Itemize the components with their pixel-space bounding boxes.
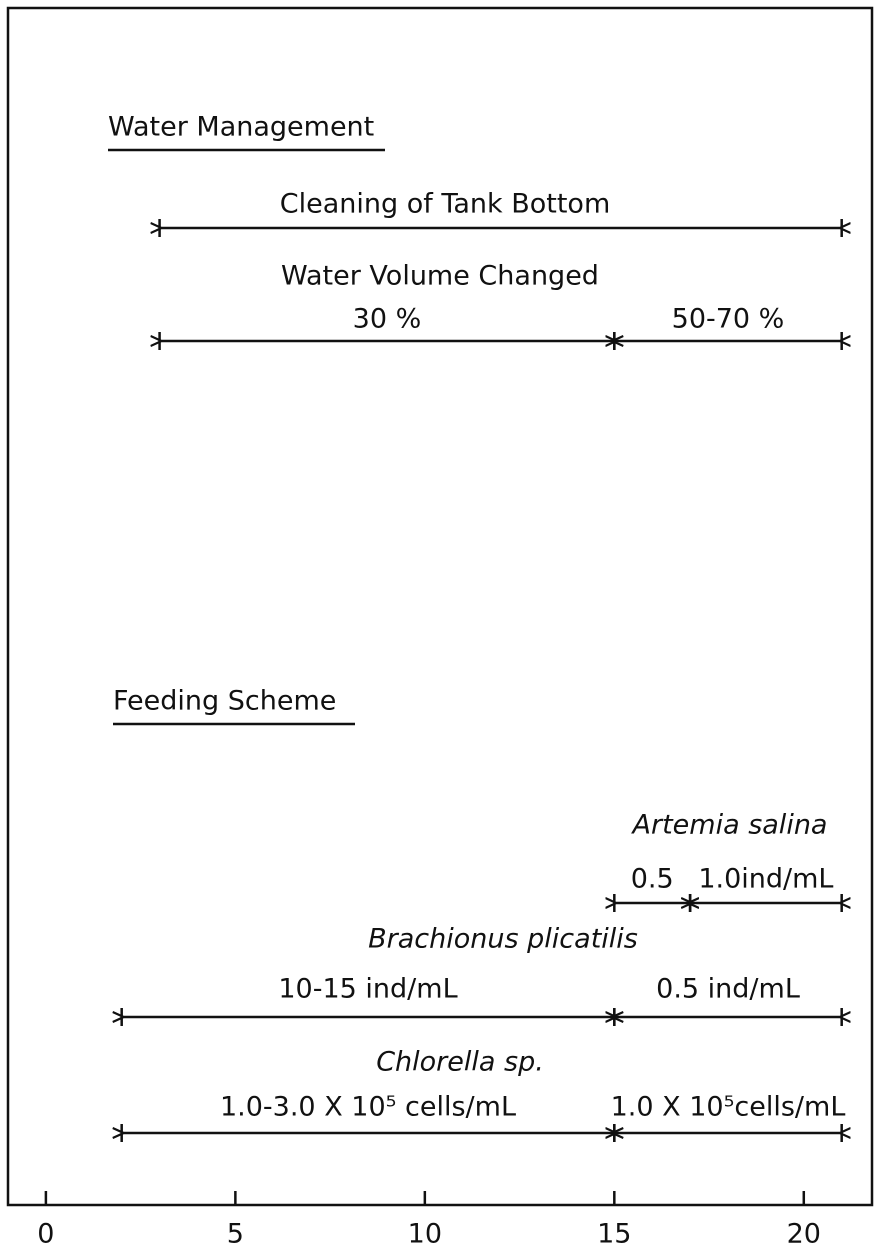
- range-label: 30 %: [353, 304, 422, 335]
- x-tick-label: 5: [227, 1219, 244, 1250]
- range-label: 1.0-3.0 X 10⁵ cells/mL: [220, 1092, 516, 1123]
- x-tick-label: 15: [597, 1219, 631, 1250]
- section-title: Feeding Scheme: [113, 686, 336, 717]
- group-name: Artemia salina: [631, 810, 828, 841]
- range-label: 0.5 ind/mL: [656, 974, 800, 1005]
- x-tick-label: 0: [37, 1219, 54, 1250]
- x-tick-label: 10: [408, 1219, 442, 1250]
- group-name: Brachionus plicatilis: [368, 924, 638, 955]
- range-label: 10-15 ind/mL: [278, 974, 457, 1005]
- range-label: 50-70 %: [672, 304, 785, 335]
- group-name: Cleaning of Tank Bottom: [280, 189, 611, 220]
- range-label: 0.5: [631, 864, 674, 895]
- frame: [6, 6, 874, 1207]
- section-title: Water Management: [108, 112, 374, 143]
- range-label: 1.0 X 10⁵cells/mL: [611, 1092, 846, 1123]
- x-tick-label: 20: [787, 1219, 821, 1250]
- group-name: Water Volume Changed: [281, 261, 599, 292]
- group-name: Chlorella sp.: [376, 1047, 544, 1078]
- range-label: 1.0ind/mL: [698, 864, 833, 895]
